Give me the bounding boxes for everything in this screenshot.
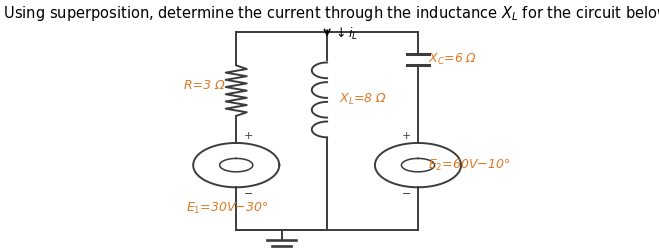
Text: R=3 Ω: R=3 Ω xyxy=(184,79,224,92)
Text: $X_C$=6 Ω: $X_C$=6 Ω xyxy=(428,52,477,67)
Text: $E_2$=60V−10°: $E_2$=60V−10° xyxy=(428,158,510,173)
Text: $E_1$=30V−30°: $E_1$=30V−30° xyxy=(186,201,268,216)
Text: $X_L$=8 Ω: $X_L$=8 Ω xyxy=(339,92,387,107)
Text: +: + xyxy=(401,130,411,140)
Text: +: + xyxy=(243,130,253,140)
Text: −: − xyxy=(243,188,253,198)
Text: 3. Using superposition, determine the current through the inductance $X_L$ for t: 3. Using superposition, determine the cu… xyxy=(0,4,659,23)
Text: $\downarrow i_L$: $\downarrow i_L$ xyxy=(333,26,358,42)
Text: −: − xyxy=(401,188,411,198)
